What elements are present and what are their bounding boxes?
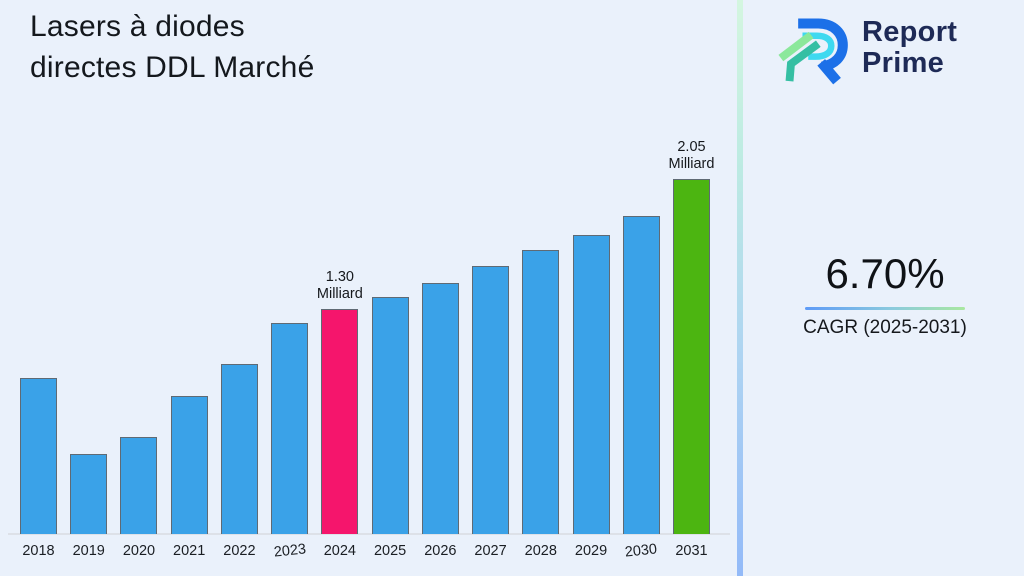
- bar-2030: [622, 216, 660, 534]
- bar-2022: [220, 364, 258, 534]
- x-label-2018: 2018: [22, 543, 55, 559]
- x-label-2031: 2031: [675, 543, 708, 559]
- report-prime-logo-icon: [778, 18, 848, 85]
- x-label-2019: 2019: [72, 543, 105, 559]
- x-label-2024: 2024: [323, 543, 356, 559]
- value-label-2024: 1.30 Milliard: [316, 269, 363, 302]
- bar-2021: [170, 396, 208, 534]
- x-label-2022: 2022: [223, 543, 256, 559]
- cagr-underline: [805, 307, 965, 310]
- panel-divider: [737, 0, 743, 576]
- x-axis-line: [8, 533, 730, 535]
- x-label-2025: 2025: [373, 543, 407, 559]
- bar-2028: [522, 250, 560, 534]
- x-label-2021: 2021: [173, 543, 206, 559]
- x-label-2020: 2020: [122, 543, 156, 559]
- bar-2023: [271, 323, 309, 534]
- bar-2019: [70, 454, 108, 534]
- x-label-2027: 2027: [474, 543, 507, 559]
- cagr-panel: 6.70% CAGR (2025-2031): [760, 250, 1010, 339]
- x-label-2029: 2029: [574, 543, 608, 559]
- x-label-2028: 2028: [524, 543, 557, 559]
- bar-2025: [371, 297, 409, 534]
- bar-2026: [421, 283, 459, 534]
- brand-logo: Report Prime: [778, 8, 957, 88]
- bar-2031: [672, 179, 710, 534]
- cagr-value: 6.70%: [825, 250, 945, 297]
- bar-2024: [321, 309, 359, 534]
- bar-2029: [572, 235, 610, 534]
- brand-name: Report Prime: [862, 16, 958, 79]
- bar-2018: [20, 378, 57, 534]
- bar-2020: [120, 437, 158, 534]
- page-title: Lasers à diodes directes DDL Marché: [30, 10, 315, 84]
- bar-2027: [472, 266, 510, 534]
- cagr-label: CAGR (2025-2031): [803, 317, 967, 338]
- x-label-2026: 2026: [424, 543, 457, 559]
- value-label-2031: 2.05 Milliard: [668, 139, 715, 172]
